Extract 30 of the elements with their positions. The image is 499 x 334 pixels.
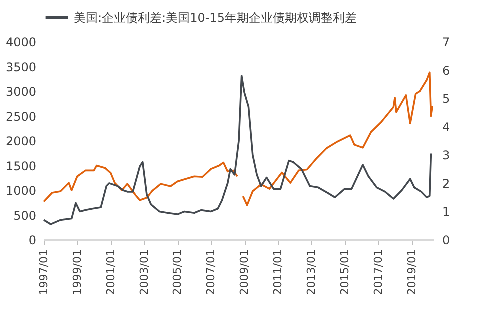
y2-tick-label: 0 <box>442 234 450 248</box>
y2-tick-label: 3 <box>442 148 450 163</box>
y-tick-label: 2500 <box>6 110 36 124</box>
x-tick-label: 2013/01 <box>304 250 318 296</box>
x-tick-label: 2015/01 <box>338 250 352 296</box>
y2-tick-label: 6 <box>442 64 450 78</box>
x-tick-label: 1999/01 <box>70 250 84 296</box>
y-tick-label: 3500 <box>6 60 36 74</box>
y2-tick-label: 1 <box>442 205 450 220</box>
x-tick-label: 2019/01 <box>405 250 418 296</box>
y2-tick-label: 2 <box>442 176 450 191</box>
y-tick-label: 4000 <box>6 36 36 50</box>
y-tick-label: 3000 <box>6 85 36 99</box>
y-tick-label: 2000 <box>6 134 36 148</box>
legend-label: 美国:企业债利差:美国10-15年期企业债期权调整利差 <box>74 11 357 25</box>
y2-tick-label: 4 <box>442 120 450 134</box>
x-tick-label: 2005/01 <box>171 250 184 296</box>
x-tick-label: 2001/01 <box>104 250 118 296</box>
y2-tick-label: 5 <box>442 92 450 106</box>
x-tick-label: 2007/01 <box>204 250 218 296</box>
x-tick-label: 2003/01 <box>138 250 151 296</box>
y-tick-label: 0 <box>28 234 36 248</box>
x-tick-label: 2017/01 <box>372 250 385 296</box>
x-tick-label: 1997/01 <box>38 250 50 296</box>
y2-tick-label: 7 <box>442 36 450 50</box>
x-tick-label: 2011/01 <box>272 250 285 296</box>
y-tick-label: 500 <box>14 208 36 223</box>
y-tick-label: 1000 <box>6 184 36 198</box>
x-tick-label: 2009/01 <box>238 250 252 296</box>
y-tick-label: 1500 <box>6 159 36 174</box>
